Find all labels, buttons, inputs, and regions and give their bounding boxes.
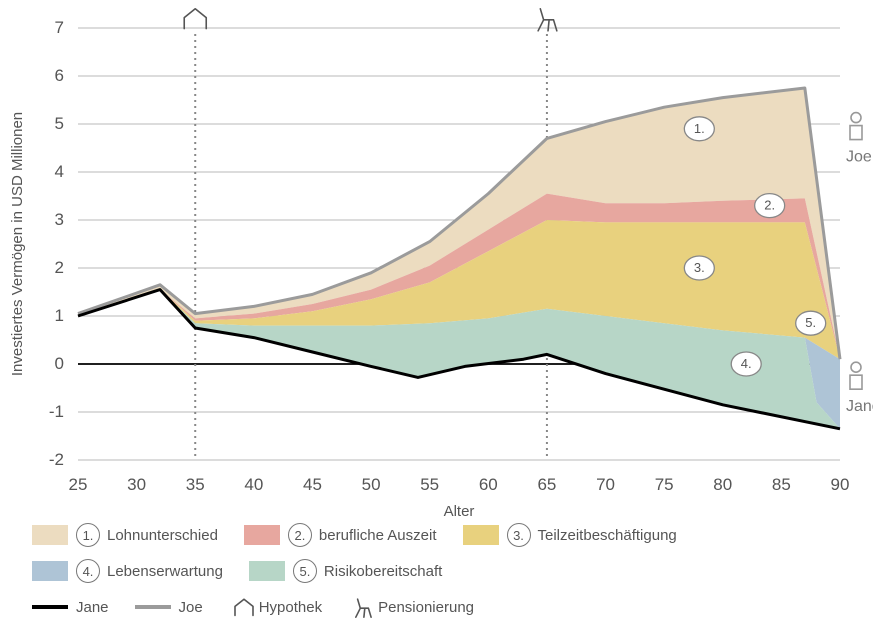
legend-line-swatch — [135, 605, 171, 609]
x-tick: 80 — [713, 475, 732, 494]
y-tick: 5 — [55, 114, 64, 133]
x-tick: 25 — [69, 475, 88, 494]
area-badge-label: 3. — [694, 260, 705, 275]
legend-item: 5. Risikobereitschaft — [249, 558, 442, 584]
y-axis-label: Investiertes Vermögen in USD Millionen — [9, 112, 26, 376]
chair-icon — [348, 594, 378, 620]
x-tick: 50 — [362, 475, 381, 494]
legend-label: Lebenserwartung — [107, 563, 223, 580]
y-tick: 7 — [55, 18, 64, 37]
legend-item: 3. Teilzeitbeschäftigung — [463, 522, 677, 548]
x-tick: 60 — [479, 475, 498, 494]
legend-item: 1. Lohnunterschied — [32, 522, 218, 548]
house-icon — [184, 9, 206, 29]
y-tick: 3 — [55, 210, 64, 229]
legend-badge: 5. — [293, 559, 317, 583]
legend-item: Pensionierung — [348, 594, 474, 620]
legend-swatch — [244, 525, 280, 545]
legend-item: Jane — [32, 594, 109, 620]
legend-label: Lohnunterschied — [107, 527, 218, 544]
wealth-gap-chart: -2-1012345672530354045505560657075808590… — [0, 0, 873, 520]
legend-swatch — [32, 525, 68, 545]
legend-line-swatch — [32, 605, 68, 609]
legend-swatch — [463, 525, 499, 545]
x-tick: 30 — [127, 475, 146, 494]
legend-item: 4. Lebenserwartung — [32, 558, 223, 584]
y-tick: 2 — [55, 258, 64, 277]
x-tick: 45 — [303, 475, 322, 494]
house-icon — [229, 594, 259, 620]
x-tick: 85 — [772, 475, 791, 494]
legend-label: berufliche Auszeit — [319, 527, 437, 544]
legend-badge: 1. — [76, 523, 100, 547]
legend-label: Joe — [179, 599, 203, 616]
legend-item: 2. berufliche Auszeit — [244, 522, 437, 548]
y-tick: 1 — [55, 306, 64, 325]
legend-label: Pensionierung — [378, 599, 474, 616]
legend-badge: 2. — [288, 523, 312, 547]
x-axis-label: Alter — [444, 503, 475, 520]
area-badge-label: 5. — [805, 315, 816, 330]
y-tick: -1 — [49, 402, 64, 421]
x-tick: 40 — [244, 475, 263, 494]
x-tick: 75 — [655, 475, 674, 494]
legend-label: Hypothek — [259, 599, 322, 616]
x-tick: 90 — [831, 475, 850, 494]
x-tick: 55 — [420, 475, 439, 494]
person-icon — [850, 375, 862, 389]
x-tick: 65 — [537, 475, 556, 494]
legend-label: Jane — [76, 599, 109, 616]
legend-swatch — [32, 561, 68, 581]
y-tick: 6 — [55, 66, 64, 85]
legend-badge: 4. — [76, 559, 100, 583]
person-icon — [851, 113, 861, 123]
area-badge-label: 4. — [741, 356, 752, 371]
area-badge-label: 1. — [694, 121, 705, 136]
y-tick: 0 — [55, 354, 64, 373]
y-tick: -2 — [49, 450, 64, 469]
legend-label: Teilzeitbeschäftigung — [538, 527, 677, 544]
legend-label: Risikobereitschaft — [324, 563, 442, 580]
x-tick: 70 — [596, 475, 615, 494]
legend-item: Joe — [135, 594, 203, 620]
area-badge-label: 2. — [764, 198, 775, 213]
joe-label: Joe — [846, 149, 872, 166]
legend: 1. Lohnunterschied 2. berufliche Auszeit 3. T… — [32, 522, 852, 630]
legend-swatch — [249, 561, 285, 581]
legend-item: Hypothek — [229, 594, 322, 620]
person-icon — [851, 362, 861, 372]
y-tick: 4 — [55, 162, 64, 181]
jane-label: Jane — [846, 398, 873, 415]
person-icon — [850, 126, 862, 140]
x-tick: 35 — [186, 475, 205, 494]
legend-badge: 3. — [507, 523, 531, 547]
